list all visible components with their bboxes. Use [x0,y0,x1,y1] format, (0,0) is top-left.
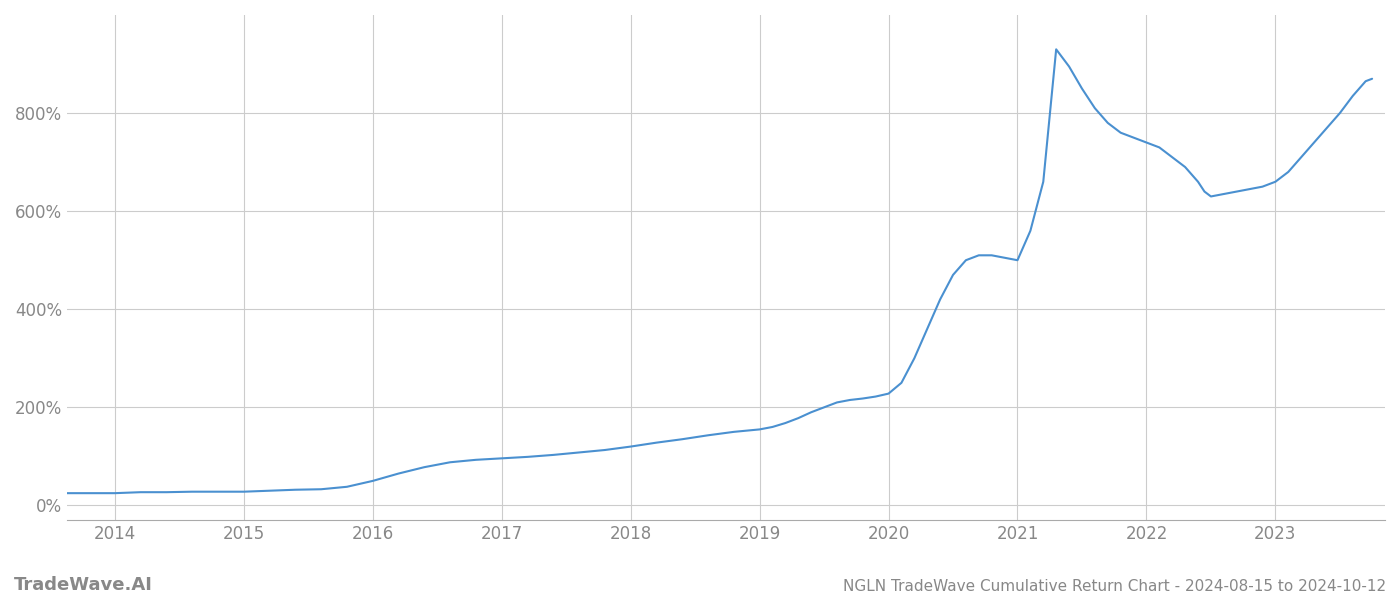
Text: NGLN TradeWave Cumulative Return Chart - 2024-08-15 to 2024-10-12: NGLN TradeWave Cumulative Return Chart -… [843,579,1386,594]
Text: TradeWave.AI: TradeWave.AI [14,576,153,594]
